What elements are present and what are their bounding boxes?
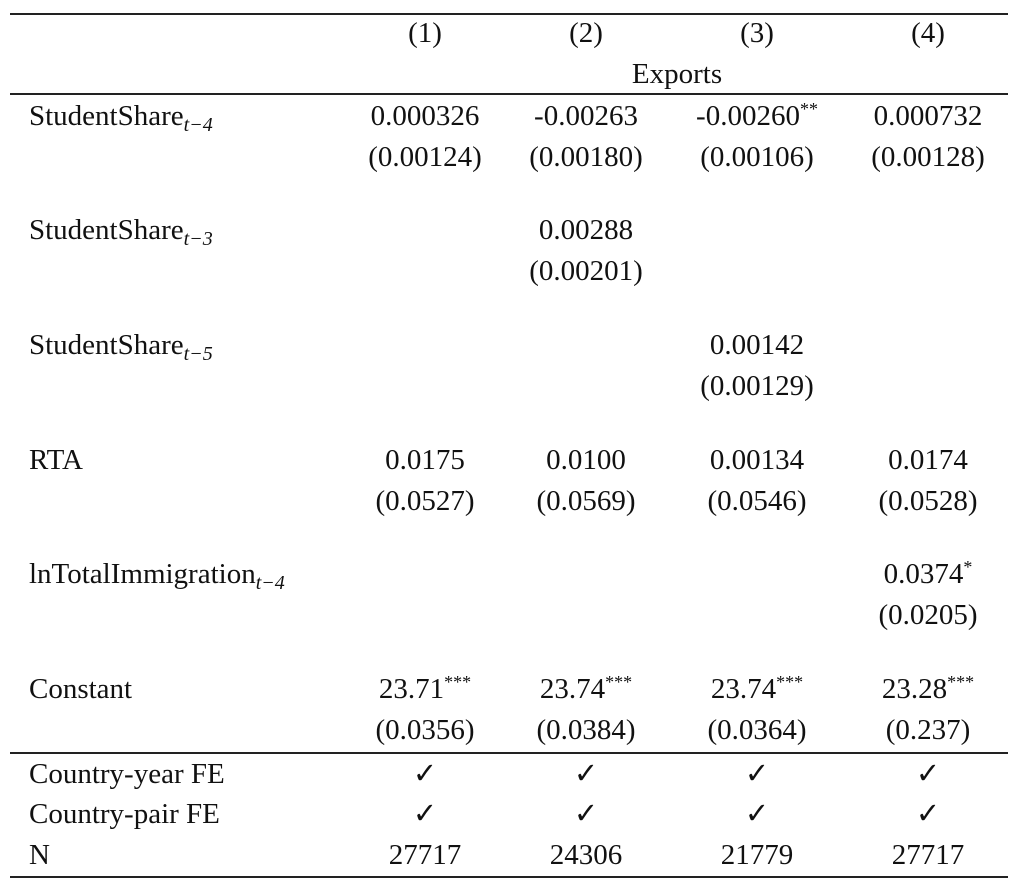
coefficient-value: 0.000326 bbox=[370, 100, 480, 132]
footer-row-label: N bbox=[29, 839, 50, 871]
coefficient-cell: 23.74*** bbox=[711, 672, 803, 706]
coefficient-cell: 0.0175 bbox=[385, 443, 465, 477]
checkmark-icon: ✓ bbox=[412, 798, 438, 830]
coefficient-cell: 0.00288 bbox=[539, 213, 633, 247]
coefficient-value: 0.00142 bbox=[709, 329, 805, 361]
significance-stars: *** bbox=[947, 672, 975, 692]
standard-error-cell: (0.00128) bbox=[871, 141, 985, 173]
column-header-3: (3) bbox=[740, 17, 774, 49]
coefficient-cell: -0.00260** bbox=[696, 99, 818, 133]
footer-row-label: Country-pair FE bbox=[29, 798, 220, 830]
row-label: lnTotalImmigrationt−4 bbox=[29, 557, 285, 594]
standard-error-cell: (0.0384) bbox=[536, 714, 636, 746]
coefficient-value: -0.00260 bbox=[696, 100, 800, 132]
significance-stars: *** bbox=[776, 672, 804, 692]
coefficient-cell: 23.71*** bbox=[379, 672, 471, 706]
coefficient-cell: 0.00134 bbox=[710, 443, 804, 477]
row-label-text: StudentShare bbox=[29, 329, 184, 361]
coefficient-value: 0.0174 bbox=[888, 444, 968, 476]
header-rule bbox=[10, 93, 1008, 95]
column-header-1: (1) bbox=[408, 17, 442, 49]
checkmark-icon: ✓ bbox=[573, 758, 599, 790]
significance-stars: ** bbox=[799, 99, 818, 119]
coefficient-value: 23.28 bbox=[881, 673, 948, 705]
coefficient-value: 23.71 bbox=[378, 673, 445, 705]
coefficient-cell: -0.00263 bbox=[534, 99, 638, 133]
coefficient-cell: 0.00142 bbox=[710, 328, 804, 362]
row-label: StudentSharet−4 bbox=[29, 99, 213, 136]
coefficient-cell: 0.0100 bbox=[546, 443, 626, 477]
coefficient-cell: 23.28*** bbox=[882, 672, 974, 706]
row-label: Constant bbox=[29, 672, 132, 706]
coefficient-value: 0.00134 bbox=[709, 444, 805, 476]
observation-count: 21779 bbox=[720, 839, 794, 871]
checkmark-icon: ✓ bbox=[744, 758, 770, 790]
row-label-text: Constant bbox=[29, 673, 133, 705]
standard-error-cell: (0.0356) bbox=[375, 714, 475, 746]
checkmark-icon: ✓ bbox=[915, 798, 941, 830]
row-label: StudentSharet−3 bbox=[29, 213, 213, 250]
coefficient-value: 0.000732 bbox=[873, 100, 983, 132]
observation-count: 27717 bbox=[388, 839, 462, 871]
row-label-text: RTA bbox=[29, 444, 83, 476]
standard-error-cell: (0.237) bbox=[885, 714, 971, 746]
coefficient-value: -0.00263 bbox=[534, 100, 638, 132]
standard-error-cell: (0.0364) bbox=[707, 714, 807, 746]
observation-count: 27717 bbox=[891, 839, 965, 871]
standard-error-cell: (0.00124) bbox=[368, 141, 482, 173]
dependent-variable-label: Exports bbox=[631, 58, 723, 90]
standard-error-cell: (0.0205) bbox=[878, 599, 978, 631]
standard-error-cell: (0.00201) bbox=[529, 255, 643, 287]
significance-stars: *** bbox=[605, 672, 633, 692]
row-label-text: lnTotalImmigration bbox=[29, 558, 256, 590]
standard-error-cell: (0.0569) bbox=[536, 485, 636, 517]
row-label-subscript: t−4 bbox=[255, 572, 285, 594]
standard-error-cell: (0.00180) bbox=[529, 141, 643, 173]
coefficient-value: 23.74 bbox=[539, 673, 606, 705]
row-label: StudentSharet−5 bbox=[29, 328, 213, 365]
coefficient-cell: 23.74*** bbox=[540, 672, 632, 706]
observation-count: 24306 bbox=[549, 839, 623, 871]
significance-stars: * bbox=[963, 557, 973, 577]
coefficient-cell: 0.000732 bbox=[874, 99, 983, 133]
standard-error-cell: (0.0527) bbox=[375, 485, 475, 517]
standard-error-cell: (0.0528) bbox=[878, 485, 978, 517]
row-label-text: StudentShare bbox=[29, 100, 184, 132]
coefficient-value: 0.0175 bbox=[385, 444, 465, 476]
column-header-2: (2) bbox=[569, 17, 603, 49]
row-label-subscript: t−4 bbox=[183, 114, 213, 136]
footer-row-label: Country-year FE bbox=[29, 758, 225, 790]
standard-error-cell: (0.00129) bbox=[700, 370, 814, 402]
row-label-subscript: t−5 bbox=[183, 343, 213, 365]
row-label-subscript: t−3 bbox=[183, 228, 213, 250]
significance-stars: *** bbox=[444, 672, 472, 692]
checkmark-icon: ✓ bbox=[573, 798, 599, 830]
column-header-4: (4) bbox=[911, 17, 945, 49]
standard-error-cell: (0.00106) bbox=[700, 141, 814, 173]
top-rule bbox=[10, 13, 1008, 15]
coefficient-cell: 0.000326 bbox=[371, 99, 480, 133]
fixed-effects-rule bbox=[10, 752, 1008, 754]
coefficient-value: 0.00288 bbox=[538, 214, 634, 246]
coefficient-value: 0.0100 bbox=[546, 444, 626, 476]
coefficient-value: 23.74 bbox=[710, 673, 777, 705]
bottom-rule bbox=[10, 876, 1008, 878]
row-label: RTA bbox=[29, 443, 83, 477]
row-label-text: StudentShare bbox=[29, 214, 184, 246]
checkmark-icon: ✓ bbox=[744, 798, 770, 830]
coefficient-cell: 0.0174 bbox=[888, 443, 968, 477]
coefficient-value: 0.0374 bbox=[883, 558, 964, 590]
checkmark-icon: ✓ bbox=[915, 758, 941, 790]
checkmark-icon: ✓ bbox=[412, 758, 438, 790]
coefficient-cell: 0.0374* bbox=[884, 557, 973, 591]
standard-error-cell: (0.0546) bbox=[707, 485, 807, 517]
